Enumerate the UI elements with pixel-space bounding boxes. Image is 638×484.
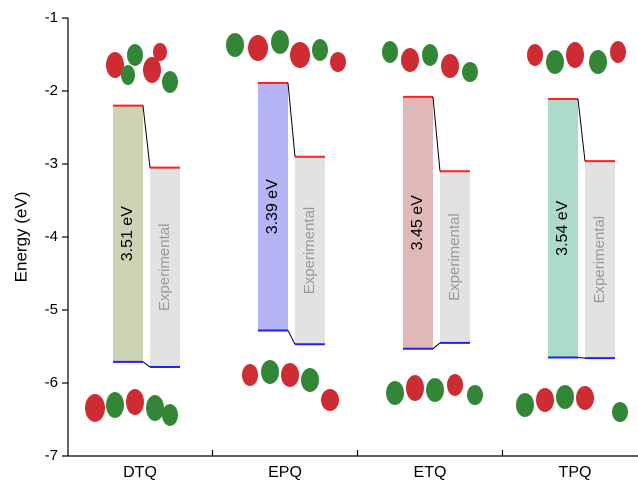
connector	[433, 343, 440, 349]
y-tick-label: -2	[45, 82, 58, 99]
y-tick-label: -6	[45, 374, 58, 391]
x-tick-label: ETQ	[414, 464, 447, 481]
y-tick-label: -5	[45, 301, 58, 318]
y-tick-label: -3	[45, 155, 58, 172]
connector	[288, 83, 295, 157]
connector	[288, 330, 295, 344]
connector	[578, 99, 585, 161]
experimental-label: Experimental	[301, 207, 318, 295]
experimental-label: Experimental	[156, 224, 173, 312]
y-axis-label: Energy (eV)	[11, 192, 30, 283]
gap-label: 3.51 eV	[119, 206, 136, 261]
x-tick-label: TPQ	[559, 464, 592, 481]
x-tick-label: EPQ	[268, 464, 302, 481]
connector	[143, 106, 150, 168]
connector	[578, 357, 585, 358]
x-tick-label: DTQ	[123, 464, 157, 481]
gap-label: 3.39 eV	[264, 179, 281, 234]
chart: Energy (eV) -7 -6 -5 -4 -3 -2 -1 DTQ 3.51 eV Expe…	[0, 0, 638, 484]
gap-label: 3.45 eV	[409, 195, 426, 250]
connector	[143, 362, 150, 367]
experimental-label: Experimental	[446, 213, 463, 301]
gap-label: 3.54 eV	[554, 200, 571, 255]
y-tick-label: -7	[45, 447, 58, 464]
experimental-label: Experimental	[591, 216, 608, 304]
y-tick-label: -4	[45, 228, 58, 245]
y-tick-label: -1	[45, 9, 58, 26]
connector	[433, 97, 440, 171]
